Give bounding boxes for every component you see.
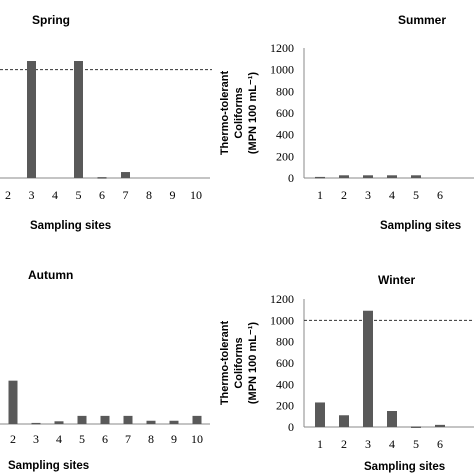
winter-bar	[363, 310, 373, 427]
summer-x-tick-label: 6	[437, 188, 443, 202]
autumn-x-tick-label: 2	[10, 432, 16, 446]
summer-x-tick-label: 4	[389, 188, 395, 202]
winter-y-tick-label: 400	[276, 377, 294, 391]
autumn-bar	[31, 422, 41, 425]
summer-ylabel-line-3: (MPN 100 mL⁻¹)	[247, 72, 259, 155]
autumn-x-tick-label: 6	[102, 432, 108, 446]
spring-x-tick-label: 3	[29, 188, 35, 202]
winter-y-tick-label: 0	[288, 420, 294, 434]
summer-bar	[363, 175, 373, 178]
autumn-bar	[100, 415, 110, 424]
autumn-bar	[54, 421, 64, 424]
winter-bar	[339, 415, 349, 427]
winter-x-tick-label: 5	[413, 437, 419, 451]
spring-bar	[27, 61, 36, 178]
winter-bar	[387, 411, 397, 427]
summer-x-tick-label: 5	[413, 188, 419, 202]
winter-x-tick-label: 1	[317, 437, 323, 451]
autumn-x-tick-label: 10	[191, 432, 203, 446]
autumn-x-tick-label: 7	[125, 432, 131, 446]
autumn-x-tick-label: 8	[148, 432, 154, 446]
spring-x-tick-label: 10	[190, 188, 202, 202]
spring-x-axis-label: Sampling sites	[30, 220, 111, 232]
spring-x-tick-label: 5	[76, 188, 82, 202]
winter-y-tick-label: 800	[276, 335, 294, 349]
summer-y-tick-label: 800	[276, 84, 294, 98]
summer-title: Summer	[398, 13, 446, 27]
winter-x-tick-label: 4	[389, 437, 395, 451]
winter-y-tick-label: 600	[276, 356, 294, 370]
winter-y-axis-label: Thermo-tolerant Coliforms (MPN 100 mL⁻¹)	[219, 320, 259, 405]
autumn-x-tick-label: 9	[171, 432, 177, 446]
winter-bar	[315, 402, 325, 427]
winter-y-tick-label: 1000	[270, 313, 294, 327]
autumn-x-tick-label: 3	[33, 432, 39, 446]
winter-y-tick-label: 200	[276, 399, 294, 413]
winter-x-tick-label: 6	[437, 437, 443, 451]
spring-x-tick-label: 8	[146, 188, 152, 202]
autumn-x-tick-label: 4	[56, 432, 62, 446]
summer-y-tick-label: 1000	[270, 63, 294, 77]
summer-x-tick-label: 2	[341, 188, 347, 202]
summer-x-tick-label: 1	[317, 188, 323, 202]
winter-bar	[411, 426, 421, 428]
autumn-marks: 2 3 4 5 6 7 8 9 10	[8, 380, 203, 446]
winter-x-tick-label: 2	[341, 437, 347, 451]
winter-y-tick-label: 1200	[270, 292, 294, 306]
autumn-bar	[77, 415, 87, 424]
summer-marks: 1 2 3 4 5 6 0 200 400 600 800 1000 1200	[270, 41, 443, 202]
spring-marks: 2 3 4 5 6 7 8 9 10	[0, 61, 212, 202]
summer-y-tick-label: 600	[276, 106, 294, 120]
panel-spring: Spring 2 3 4 5 6 7 8 9 10 Sampling sites	[0, 13, 212, 232]
autumn-bar	[123, 415, 133, 424]
summer-bar	[411, 175, 421, 178]
spring-x-tick-label: 4	[52, 188, 58, 202]
winter-marks: 1 2 3 4 5 6 0 200 400 600 800 1000 1200	[270, 292, 474, 451]
spring-x-tick-label: 6	[99, 188, 105, 202]
winter-x-axis-label: Sampling sites	[364, 461, 445, 473]
winter-x-tick-label: 3	[365, 437, 371, 451]
spring-x-tick-label: 7	[123, 188, 129, 202]
autumn-bar	[192, 415, 202, 424]
summer-bar	[315, 176, 325, 179]
autumn-bar	[146, 420, 156, 424]
summer-bar	[387, 175, 397, 178]
autumn-x-axis-label: Sampling sites	[8, 460, 89, 472]
spring-x-tick-label: 9	[170, 188, 176, 202]
panel-winter: Winter Thermo-tolerant Coliforms (MPN 10…	[219, 273, 474, 473]
spring-title: Spring	[32, 13, 70, 27]
summer-y-tick-label: 200	[276, 149, 294, 163]
summer-bar	[339, 175, 349, 178]
summer-ylabel-line-1: Thermo-tolerant	[219, 70, 231, 155]
winter-title: Winter	[378, 273, 416, 287]
panel-autumn: Autumn 2 3 4 5 6 7 8 9 10 Sampling sites	[0, 268, 210, 472]
summer-y-tick-label: 0	[288, 171, 294, 185]
autumn-bar	[8, 380, 18, 424]
autumn-bar	[169, 420, 179, 424]
spring-bar	[97, 177, 107, 179]
winter-ylabel-line-2: Coliforms	[233, 337, 245, 388]
summer-ylabel-line-2: Coliforms	[233, 87, 245, 138]
summer-y-axis-label: Thermo-tolerant Coliforms (MPN 100 mL⁻¹)	[219, 70, 259, 155]
winter-bar	[435, 424, 445, 427]
summer-x-tick-label: 3	[365, 188, 371, 202]
spring-x-tick-label: 2	[5, 188, 11, 202]
winter-ylabel-line-3: (MPN 100 mL⁻¹)	[247, 322, 259, 405]
summer-y-tick-label: 400	[276, 128, 294, 142]
spring-bar	[74, 61, 83, 178]
summer-x-axis-label: Sampling sites	[380, 220, 461, 232]
autumn-title: Autumn	[28, 268, 73, 282]
summer-y-tick-label: 1200	[270, 41, 294, 55]
panel-summer: Summer Thermo-tolerant Coliforms (MPN 10…	[219, 13, 474, 232]
autumn-x-tick-label: 5	[79, 432, 85, 446]
spring-bar	[121, 172, 130, 178]
winter-ylabel-line-1: Thermo-tolerant	[219, 320, 231, 405]
